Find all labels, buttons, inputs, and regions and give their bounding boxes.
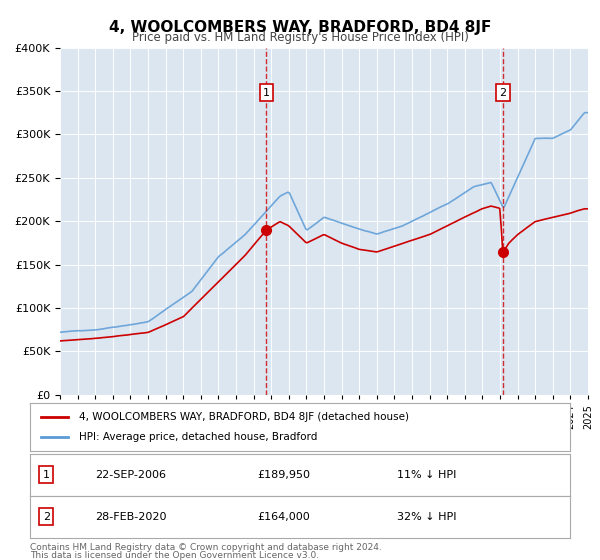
Text: 4, WOOLCOMBERS WAY, BRADFORD, BD4 8JF (detached house): 4, WOOLCOMBERS WAY, BRADFORD, BD4 8JF (d… [79, 412, 409, 422]
Text: Price paid vs. HM Land Registry's House Price Index (HPI): Price paid vs. HM Land Registry's House … [131, 31, 469, 44]
Text: £164,000: £164,000 [257, 512, 310, 521]
Text: 22-SEP-2006: 22-SEP-2006 [95, 470, 166, 479]
Text: 4, WOOLCOMBERS WAY, BRADFORD, BD4 8JF: 4, WOOLCOMBERS WAY, BRADFORD, BD4 8JF [109, 20, 491, 35]
Text: 2: 2 [43, 512, 50, 521]
Text: 11% ↓ HPI: 11% ↓ HPI [397, 470, 457, 479]
Text: HPI: Average price, detached house, Bradford: HPI: Average price, detached house, Brad… [79, 432, 317, 442]
Text: This data is licensed under the Open Government Licence v3.0.: This data is licensed under the Open Gov… [30, 551, 319, 560]
Text: 1: 1 [263, 88, 270, 98]
Text: £189,950: £189,950 [257, 470, 310, 479]
Text: 32% ↓ HPI: 32% ↓ HPI [397, 512, 457, 521]
Text: 1: 1 [43, 470, 50, 479]
Text: 28-FEB-2020: 28-FEB-2020 [95, 512, 166, 521]
Text: 2: 2 [499, 88, 506, 98]
Text: Contains HM Land Registry data © Crown copyright and database right 2024.: Contains HM Land Registry data © Crown c… [30, 543, 382, 552]
